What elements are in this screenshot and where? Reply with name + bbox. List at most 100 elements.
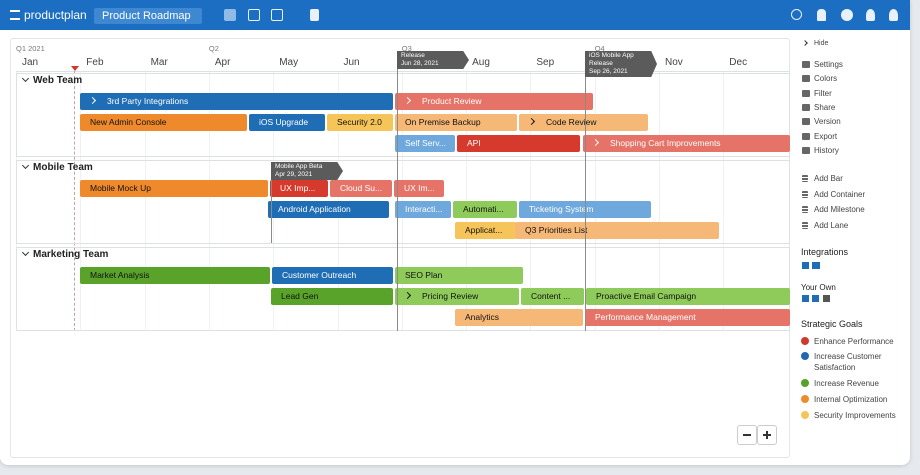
add-item[interactable]: Add Container	[814, 189, 866, 199]
users[interactable]	[889, 9, 898, 21]
quarter-label: Q1 2021	[16, 44, 45, 53]
roadmap-bar[interactable]: Self Serv...	[395, 135, 455, 152]
bar-label: Automati...	[463, 204, 504, 214]
integrations-title: Integrations	[801, 247, 849, 257]
roadmap-bar[interactable]: Q3 Priorities List	[515, 222, 719, 239]
app: productplan Product Roadmap Jan Feb Mar Apr…	[0, 0, 910, 465]
lane-name[interactable]: Web Team	[33, 75, 83, 86]
month-label: Mar	[150, 57, 168, 68]
milestone-flag[interactable]: Mobile App Beta Apr 29, 2021	[271, 162, 343, 180]
zoom-in[interactable]	[757, 425, 777, 445]
month-label: May	[279, 57, 299, 68]
menu-item[interactable]: Filter	[814, 88, 832, 98]
menu-item[interactable]: Version	[814, 117, 841, 127]
search[interactable]	[791, 9, 802, 20]
bar-label: Cloud Su...	[340, 183, 383, 193]
roadmap-bar[interactable]: Applicat...	[455, 222, 516, 239]
view-table[interactable]	[271, 9, 283, 21]
add-icon	[802, 190, 808, 198]
month-label: Dec	[729, 57, 748, 68]
add-item[interactable]: Add Milestone	[814, 205, 865, 215]
goal-item[interactable]: Security Improvements	[814, 411, 896, 420]
goal-item[interactable]: Increase Revenue	[814, 379, 879, 388]
your-own-title: Your Own	[801, 283, 836, 292]
roadmap-bar[interactable]: Customer Outreach	[272, 267, 393, 284]
view-list[interactable]	[224, 9, 236, 21]
lane-name[interactable]: Marketing Team	[33, 249, 109, 260]
bar-label: Customer Outreach	[282, 270, 357, 280]
expand-chevron[interactable]	[88, 96, 97, 105]
expand-chevron[interactable]	[591, 138, 600, 147]
bar-label: Pricing Review	[422, 291, 479, 301]
roadmap-bar[interactable]: Pricing Review	[395, 288, 519, 305]
today-marker	[71, 66, 79, 71]
roadmap-bar[interactable]: Shopping Cart Improvements	[583, 135, 790, 152]
roadmap-bar[interactable]: Product Review	[395, 93, 593, 110]
goal-item[interactable]: Enhance Performance	[814, 337, 894, 346]
hide[interactable]: Hide	[814, 40, 829, 47]
roadmap-bar[interactable]: SEO Plan	[395, 267, 523, 284]
roadmap-bar[interactable]: Code Review	[519, 114, 648, 131]
menu-item[interactable]: Settings	[814, 60, 843, 69]
bar-label: Mobile Mock Up	[90, 183, 151, 193]
menu-item[interactable]: History	[814, 145, 839, 155]
milestone-date: Apr 29, 2021	[275, 171, 313, 178]
roadmap-bar[interactable]: API	[457, 135, 580, 152]
roadmap-bar[interactable]: Android Application	[268, 201, 389, 218]
roadmap-bar[interactable]: Performance Management	[585, 309, 790, 326]
bar-label: Android Application	[278, 204, 351, 214]
menu-icon	[802, 103, 810, 111]
roadmap-select[interactable]: Product Roadmap	[94, 8, 202, 24]
your-own-icons[interactable]	[802, 295, 830, 302]
roadmap-bar[interactable]: 3rd Party Integrations	[80, 93, 393, 110]
expand-chevron[interactable]	[403, 96, 412, 105]
hide-icon[interactable]	[802, 40, 808, 46]
lane-name[interactable]: Mobile Team	[33, 162, 93, 173]
bar-label: Self Serv...	[405, 138, 446, 148]
milestone-flag[interactable]: iOS Mobile App Release Sep 26, 2021	[585, 51, 657, 77]
roadmap-bar[interactable]: UX Imp...	[270, 180, 328, 197]
goal-item[interactable]: Internal Optimization	[814, 395, 888, 404]
header-divider	[16, 71, 790, 72]
bar-label: On Premise Backup	[405, 117, 481, 127]
account[interactable]	[866, 9, 875, 21]
quarter-label: Q4	[594, 44, 605, 53]
clipboard[interactable]	[310, 9, 319, 21]
roadmap-bar[interactable]: Proactive Email Campaign	[586, 288, 790, 305]
roadmap-bar[interactable]: Cloud Su...	[330, 180, 392, 197]
goal-item[interactable]: Increase Customer Satisfaction	[814, 352, 882, 372]
roadmap-bar[interactable]: Market Analysis	[80, 267, 270, 284]
bar-label: New Admin Console	[90, 117, 167, 127]
milestone-flag[interactable]: Release Jun 28, 2021	[397, 51, 469, 69]
add-item[interactable]: Add Bar	[814, 174, 843, 183]
milestone-date: Sep 26, 2021	[589, 68, 628, 75]
menu-item[interactable]: Colors	[814, 74, 838, 84]
roadmap-bar[interactable]: Security 2.0	[327, 114, 393, 131]
notifications[interactable]	[817, 9, 826, 21]
roadmap-bar[interactable]: On Premise Backup	[395, 114, 517, 131]
bar-label: Shopping Cart Improvements	[610, 138, 721, 148]
menu-icon	[802, 146, 810, 154]
menu-item[interactable]: Share	[814, 102, 836, 112]
roadmap-bar[interactable]: Mobile Mock Up	[80, 180, 268, 197]
add-item[interactable]: Add Lane	[814, 221, 849, 231]
expand-chevron[interactable]	[403, 291, 412, 300]
zoom-out[interactable]	[737, 425, 757, 445]
integration-icons[interactable]	[802, 262, 820, 269]
roadmap-bar[interactable]: UX Im...	[394, 180, 444, 197]
roadmap-bar[interactable]: Interacti...	[395, 201, 451, 218]
expand-chevron[interactable]	[527, 117, 536, 126]
month-label: Jan	[22, 57, 39, 68]
roadmap-bar[interactable]: Analytics	[455, 309, 583, 326]
goal-color	[801, 411, 809, 419]
menu-item[interactable]: Export	[814, 131, 838, 141]
roadmap-bar[interactable]: Content ...	[521, 288, 584, 305]
roadmap-bar[interactable]: New Admin Console	[80, 114, 247, 131]
help[interactable]	[841, 9, 853, 21]
roadmap-bar[interactable]: Automati...	[453, 201, 517, 218]
view-board[interactable]	[248, 9, 260, 21]
menu-icon	[802, 132, 810, 140]
month-label: Sep	[536, 57, 555, 68]
roadmap-bar[interactable]: Lead Gen	[271, 288, 393, 305]
roadmap-bar[interactable]: iOS Upgrade	[249, 114, 325, 131]
